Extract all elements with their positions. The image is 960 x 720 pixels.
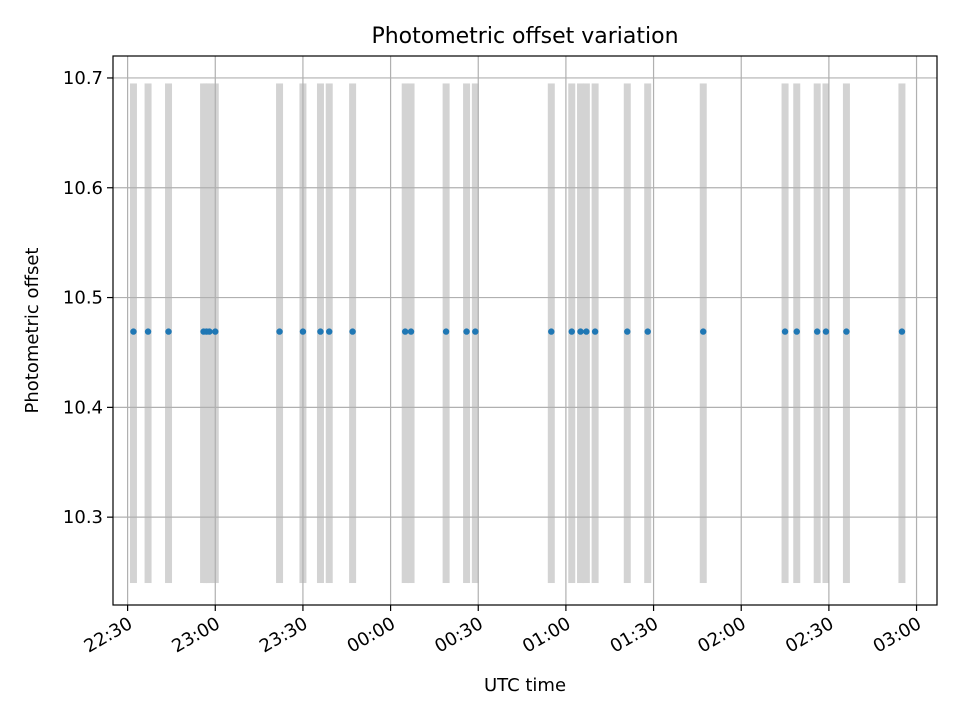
data-point <box>407 328 415 335</box>
data-point <box>442 328 450 335</box>
data-point <box>577 328 584 335</box>
y-axis-label: Photometric offset <box>22 248 43 414</box>
x-axis-label: UTC time <box>484 675 566 696</box>
data-point <box>813 328 821 335</box>
data-point <box>349 328 356 335</box>
data-point <box>206 328 213 335</box>
y-axis: 10.3 10.4 10.5 10.6 10.7 <box>63 68 113 528</box>
data-point <box>401 328 409 335</box>
data-point <box>130 328 137 335</box>
y-tick-label: 10.5 <box>63 288 103 309</box>
data-point <box>212 328 219 335</box>
data-point <box>624 328 631 335</box>
points-layer <box>130 328 906 335</box>
data-point <box>165 328 172 335</box>
data-point <box>793 328 800 335</box>
data-point <box>276 328 283 335</box>
data-point <box>317 328 324 335</box>
data-point <box>548 328 555 335</box>
y-tick-label: 10.7 <box>63 68 103 89</box>
data-point <box>843 328 850 335</box>
y-tick-label: 10.6 <box>63 178 103 199</box>
data-point <box>299 328 307 335</box>
plot-frame <box>112 55 938 606</box>
y-tick-label: 10.3 <box>63 507 103 528</box>
data-point <box>583 328 590 335</box>
data-point <box>326 328 333 335</box>
y-tick-label: 10.4 <box>63 397 103 418</box>
data-point <box>144 328 152 335</box>
data-point <box>644 328 651 335</box>
data-point <box>700 328 707 335</box>
data-point <box>463 328 470 335</box>
chart-title: Photometric offset variation <box>371 24 678 49</box>
data-point <box>472 328 479 335</box>
data-point <box>591 328 599 335</box>
data-point <box>822 328 830 335</box>
data-point <box>781 328 789 335</box>
data-point <box>568 328 575 335</box>
data-point <box>898 328 906 335</box>
